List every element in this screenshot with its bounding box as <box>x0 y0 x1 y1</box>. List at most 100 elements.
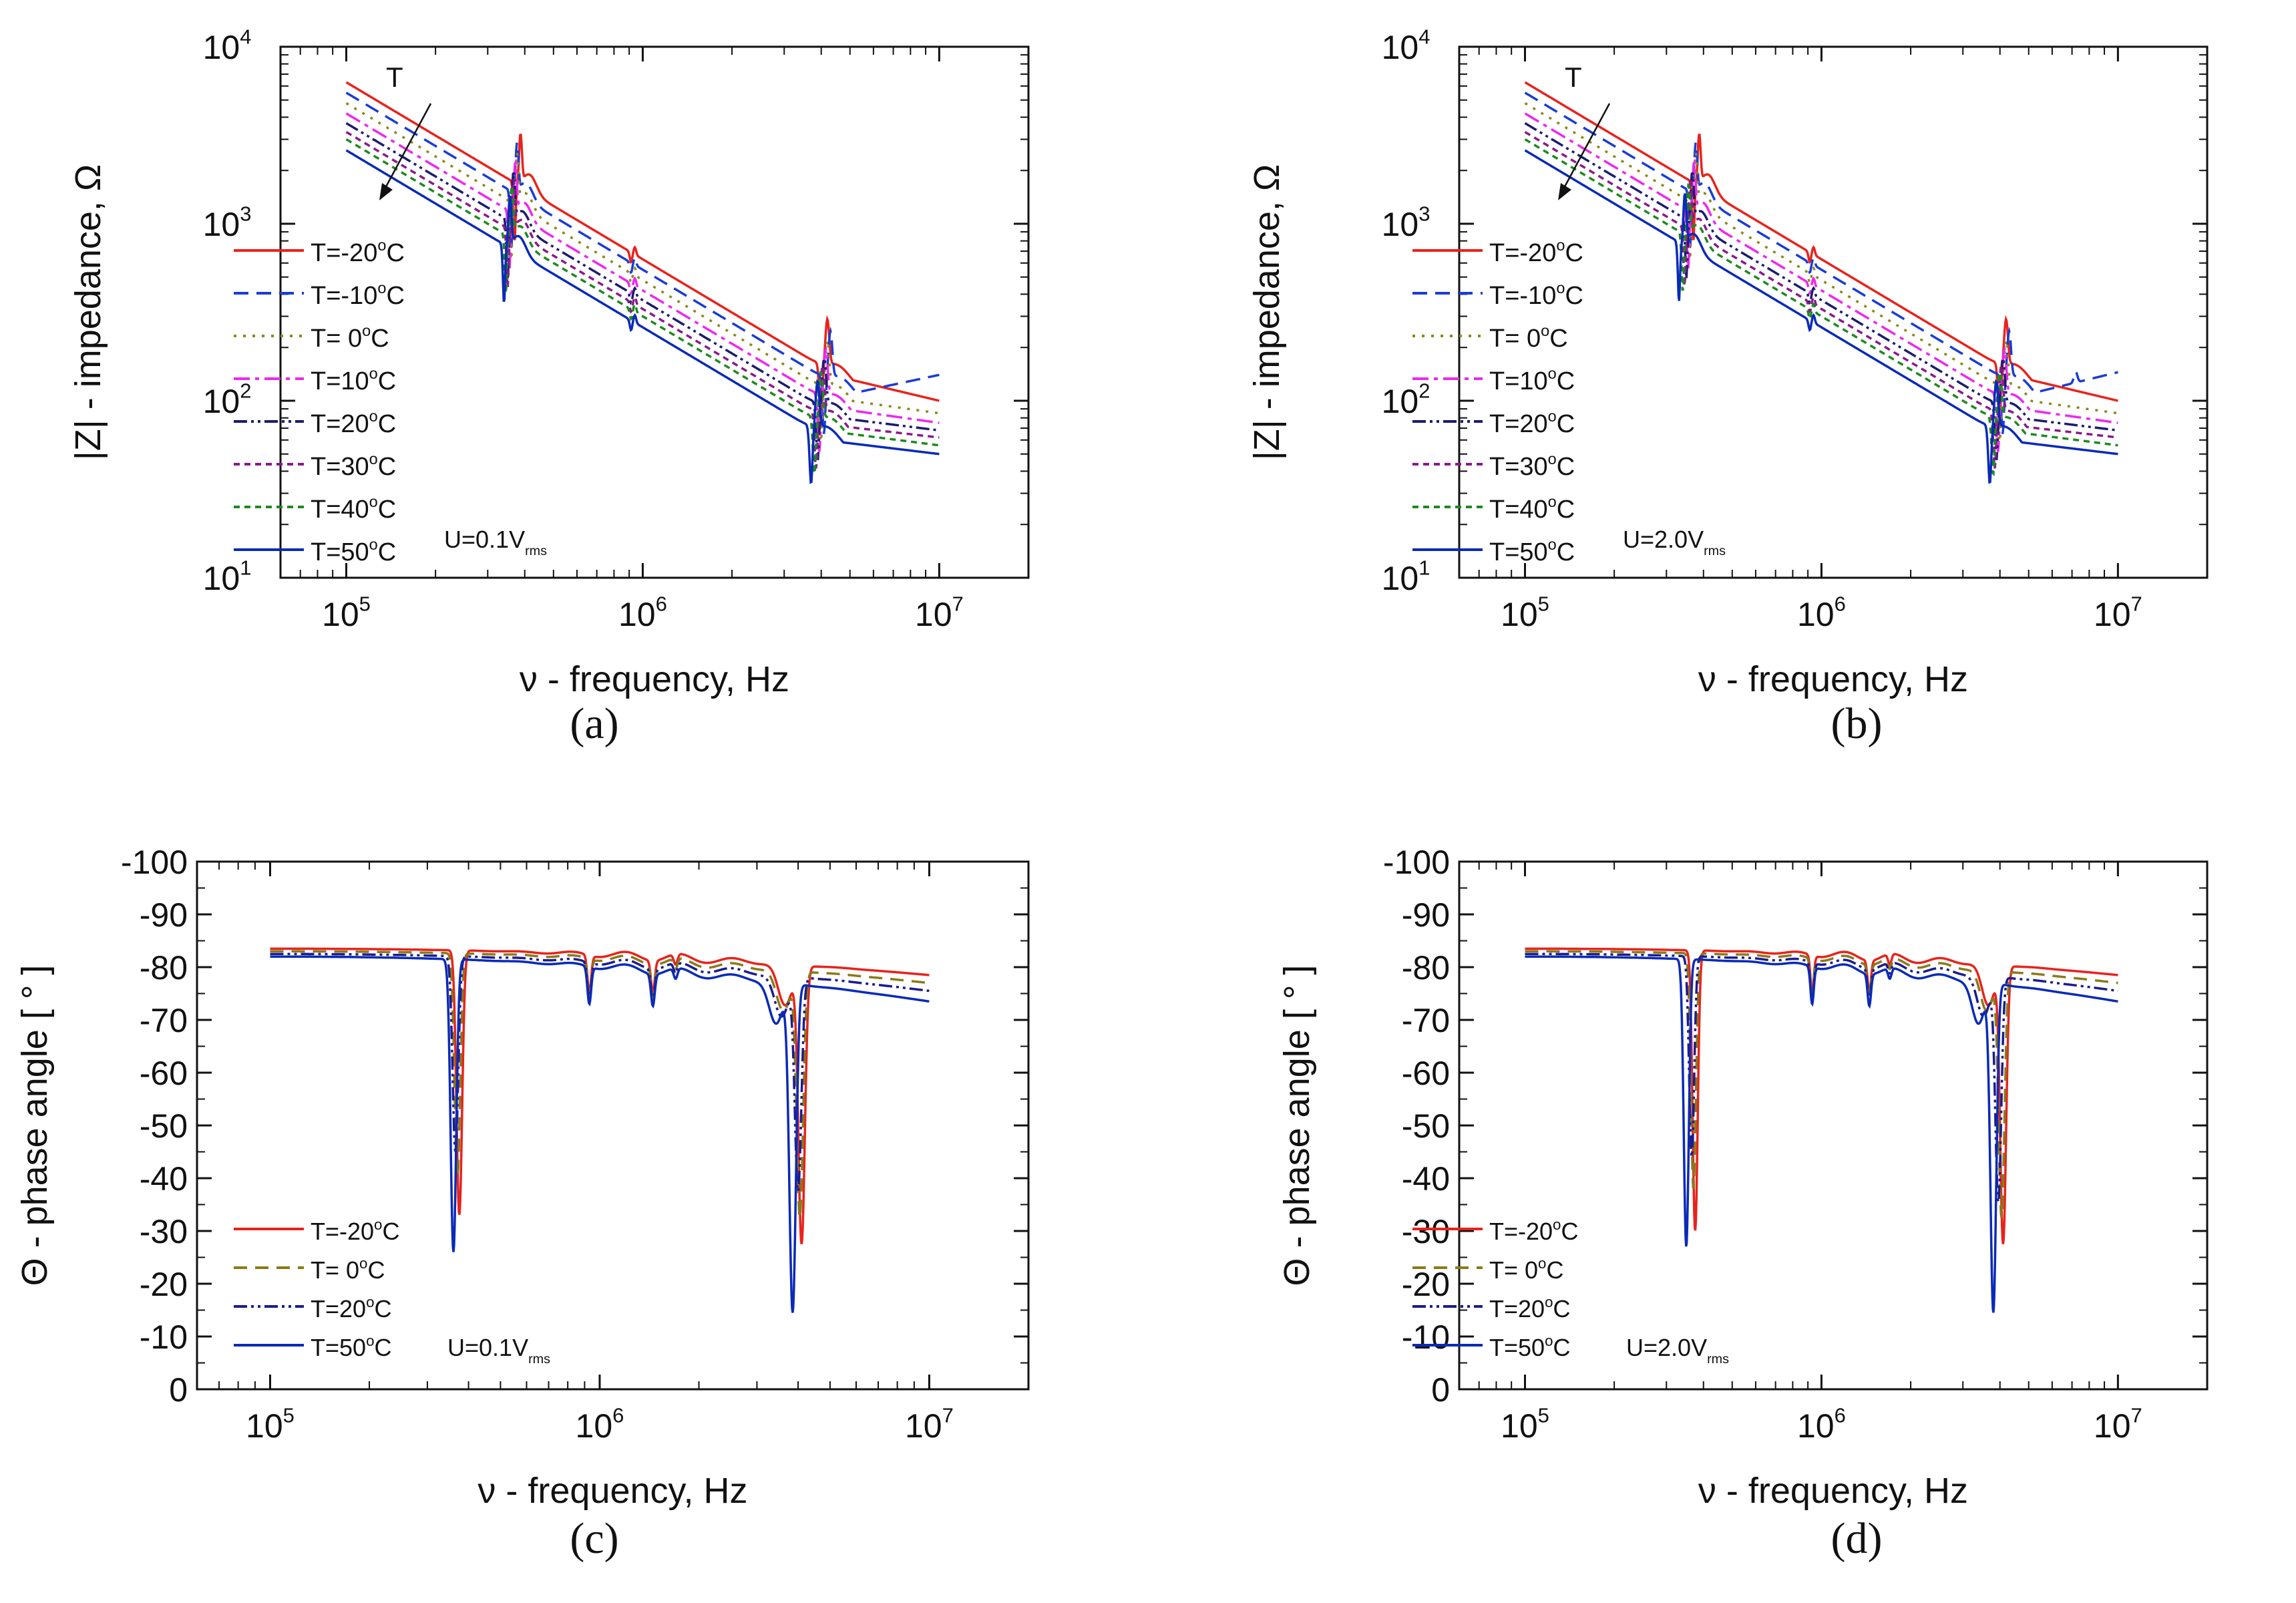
y-tick-label: 101 <box>1382 556 1430 598</box>
y-tick-label: 104 <box>203 25 252 67</box>
y-tick-label: 0 <box>169 1371 188 1409</box>
series-line-T-10 <box>1524 92 2118 434</box>
arrow-label: T <box>1565 61 1582 93</box>
legend-entry: T=-20oC <box>1489 1216 1578 1245</box>
voltage-annotation: U=0.1Vrms <box>447 1334 550 1367</box>
temperature-arrow <box>1561 103 1611 191</box>
impedance-chart: 105 106 107 ν - frequency, Hz(b) 101 102 103 10… <box>1247 25 2209 748</box>
legend-entry: T= 0oC <box>1489 322 1568 353</box>
voltage-annotation: U=0.1Vrms <box>444 526 547 558</box>
y-tick-label: 0 <box>1431 1371 1450 1409</box>
arrow-label: T <box>386 61 403 93</box>
legend-entry: T=10oC <box>311 365 396 395</box>
y-axis-label: Θ - phase angle [ ° ] <box>15 965 55 1286</box>
y-tick-label: 103 <box>1382 202 1430 244</box>
phase-chart: 105 106 107 ν - frequency, Hz(d) 0 -10 -20 -30 -… <box>1277 844 2209 1563</box>
panel-label: (d) <box>1831 1514 1883 1563</box>
plot-frame <box>1458 45 2209 579</box>
series-line-T0 <box>270 950 930 1218</box>
legend-entry: T=-20oC <box>311 236 405 267</box>
y-tick-label: -10 <box>1402 1318 1450 1356</box>
series-line-T40 <box>1524 138 2118 477</box>
x-tick-label: 107 <box>915 592 964 634</box>
legend-entry: T=40oC <box>1489 493 1575 524</box>
y-tick-label: -40 <box>1402 1160 1450 1198</box>
y-tick-label: -40 <box>140 1160 188 1198</box>
series-line-T20 <box>1524 122 2118 461</box>
plot-frame <box>1458 860 2209 1391</box>
y-tick-label: -20 <box>140 1266 188 1303</box>
legend-entry: T=30oC <box>311 450 396 481</box>
series-line-T0 <box>345 102 940 442</box>
y-tick-label: -60 <box>1402 1055 1450 1092</box>
x-tick-label: 105 <box>1501 592 1549 634</box>
legend-entry: T=10oC <box>1489 365 1575 395</box>
x-axis-label: ν - frequency, Hz <box>520 659 789 699</box>
series-line-T40 <box>345 138 940 477</box>
legend-entry: T=50oC <box>311 536 396 566</box>
x-tick-label: 107 <box>905 1404 954 1445</box>
x-axis-label: ν - frequency, Hz <box>1698 1471 1968 1511</box>
x-axis-label: ν - frequency, Hz <box>1698 659 1968 699</box>
impedance-chart: 105 106 107 ν - frequency, Hz(a) 101 102 103 10… <box>68 25 1030 748</box>
legend-entry: T=40oC <box>311 493 396 524</box>
y-tick-label: -100 <box>121 844 188 881</box>
series-line-T0 <box>1524 102 2118 442</box>
y-tick-label: -80 <box>1402 949 1450 987</box>
x-tick-label: 105 <box>322 592 371 634</box>
phase-chart: 105 106 107 ν - frequency, Hz(c) 0 -10 -20 -30 -… <box>15 844 1030 1563</box>
legend-entry: T=50oC <box>311 1332 391 1361</box>
x-tick-label: 106 <box>1797 592 1846 634</box>
y-tick-label: -50 <box>140 1107 188 1145</box>
voltage-annotation: U=2.0Vrms <box>1623 526 1726 558</box>
series-line-T20 <box>345 122 940 461</box>
series-line-T30 <box>345 131 940 469</box>
series-line-T20 <box>270 952 930 1192</box>
plot-frame <box>279 45 1030 579</box>
y-tick-label: -90 <box>140 896 188 934</box>
legend-entry: T=-10oC <box>311 279 405 310</box>
y-tick-label: 101 <box>203 556 252 598</box>
panel-label: (c) <box>570 1514 618 1563</box>
y-axis-label: |Z| - impedance, Ω <box>68 164 108 461</box>
legend-entry: T=-20oC <box>311 1216 399 1245</box>
legend-entry: T=20oC <box>311 1294 391 1322</box>
legend-entry: T=50oC <box>1489 1332 1570 1361</box>
y-tick-label: 103 <box>203 202 252 244</box>
series-line-T10 <box>1524 112 2118 452</box>
temperature-arrowhead <box>1558 183 1571 200</box>
y-tick-label: -90 <box>1402 896 1450 934</box>
y-tick-label: -50 <box>1402 1107 1450 1145</box>
y-tick-label: 102 <box>203 379 252 421</box>
x-tick-label: 107 <box>2094 1404 2142 1445</box>
legend-entry: T= 0oC <box>1489 1255 1563 1284</box>
y-tick-label: -70 <box>1402 1002 1450 1039</box>
y-axis-label: |Z| - impedance, Ω <box>1247 164 1287 461</box>
y-tick-label: -30 <box>140 1213 188 1250</box>
series-line-T50 <box>345 149 940 484</box>
x-tick-label: 107 <box>2094 592 2142 634</box>
y-tick-label: -10 <box>140 1318 188 1356</box>
series-line-T-20 <box>270 947 930 1244</box>
y-tick-label: 102 <box>1382 379 1430 421</box>
series-line-T-10 <box>345 92 940 434</box>
legend-entry: T=20oC <box>1489 1294 1570 1322</box>
legend-entry: T= 0oC <box>311 322 389 353</box>
voltage-annotation: U=2.0Vrms <box>1626 1334 1729 1367</box>
series-line-T0 <box>1525 950 2118 1218</box>
legend-entry: T=30oC <box>1489 450 1575 481</box>
temperature-arrowhead <box>379 183 393 200</box>
panel-label: (a) <box>570 699 618 748</box>
x-tick-label: 106 <box>618 592 667 634</box>
temperature-arrow <box>383 103 432 191</box>
series-line-T-20 <box>1524 81 2118 421</box>
x-tick-label: 105 <box>246 1404 295 1445</box>
series-line-T50 <box>1525 955 2118 1313</box>
legend-entry: T=50oC <box>1489 536 1575 566</box>
y-tick-label: -80 <box>140 949 188 987</box>
legend-entry: T=-20oC <box>1489 236 1583 267</box>
series-line-T30 <box>1524 131 2118 469</box>
y-tick-label: -70 <box>140 1002 188 1039</box>
